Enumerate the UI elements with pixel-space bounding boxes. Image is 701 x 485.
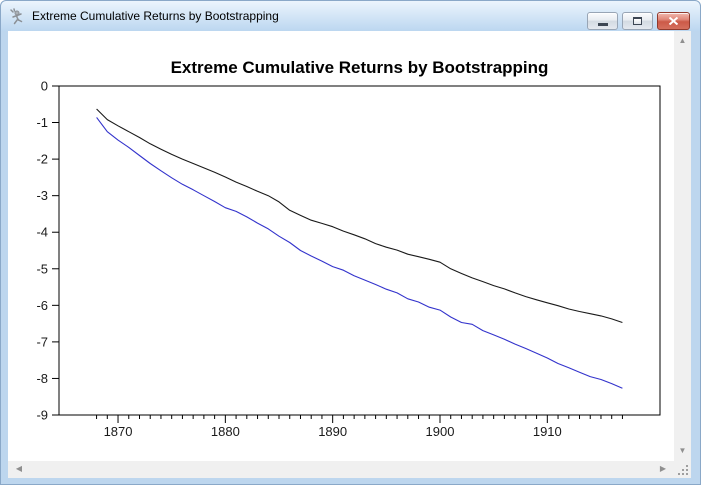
- close-icon: [669, 17, 678, 25]
- scroll-up-button[interactable]: ▲: [678, 36, 687, 45]
- svg-text:-8: -8: [36, 371, 48, 386]
- svg-text:-4: -4: [36, 225, 48, 240]
- svg-text:-5: -5: [36, 261, 48, 276]
- restore-icon: [633, 17, 642, 25]
- lower-extreme-blue-line: [96, 117, 623, 389]
- minimize-button[interactable]: [587, 12, 618, 30]
- scroll-right-button[interactable]: ▶: [659, 464, 667, 473]
- svg-text:-1: -1: [36, 115, 48, 130]
- upper-extreme-black-line: [96, 108, 623, 324]
- svg-text:1890: 1890: [318, 424, 347, 439]
- chart-title: Extreme Cumulative Returns by Bootstrapp…: [171, 58, 549, 77]
- scroll-down-button[interactable]: ▼: [678, 446, 687, 455]
- restore-button[interactable]: [622, 12, 653, 30]
- resize-grip-icon[interactable]: [676, 463, 689, 476]
- chart-area: Extreme Cumulative Returns by Bootstrapp…: [8, 31, 674, 461]
- axis-labels: 0 -1 -2 -3 -4 -5 -6 -7 -8 -9 1870 1880 1890 1900 1910: [36, 79, 561, 440]
- vertical-scrollbar[interactable]: ▲ ▼: [674, 31, 691, 461]
- svg-text:1900: 1900: [426, 424, 455, 439]
- svg-text:1880: 1880: [211, 424, 240, 439]
- window-title: Extreme Cumulative Returns by Bootstrapp…: [32, 9, 279, 23]
- svg-text:0: 0: [41, 79, 48, 94]
- svg-text:-7: -7: [36, 334, 48, 349]
- cumulative-returns-chart: Extreme Cumulative Returns by Bootstrapp…: [36, 58, 661, 440]
- client-area: Extreme Cumulative Returns by Bootstrapp…: [8, 31, 691, 478]
- svg-text:-3: -3: [36, 188, 48, 203]
- svg-text:1870: 1870: [104, 424, 133, 439]
- minimize-icon: [597, 23, 608, 26]
- svg-text:-2: -2: [36, 152, 48, 167]
- svg-text:-9: -9: [36, 408, 48, 423]
- scrollbar-corner: [674, 461, 691, 478]
- chart-axes: [52, 85, 661, 423]
- caption-buttons: [587, 12, 690, 30]
- svg-text:-6: -6: [36, 298, 48, 313]
- close-button[interactable]: [657, 12, 690, 30]
- horizontal-scrollbar[interactable]: ◀ ▶: [8, 461, 674, 478]
- title-bar[interactable]: Extreme Cumulative Returns by Bootstrapp…: [1, 1, 700, 31]
- app-icon[interactable]: [9, 7, 26, 25]
- scroll-left-button[interactable]: ◀: [15, 464, 23, 473]
- svg-text:1910: 1910: [533, 424, 562, 439]
